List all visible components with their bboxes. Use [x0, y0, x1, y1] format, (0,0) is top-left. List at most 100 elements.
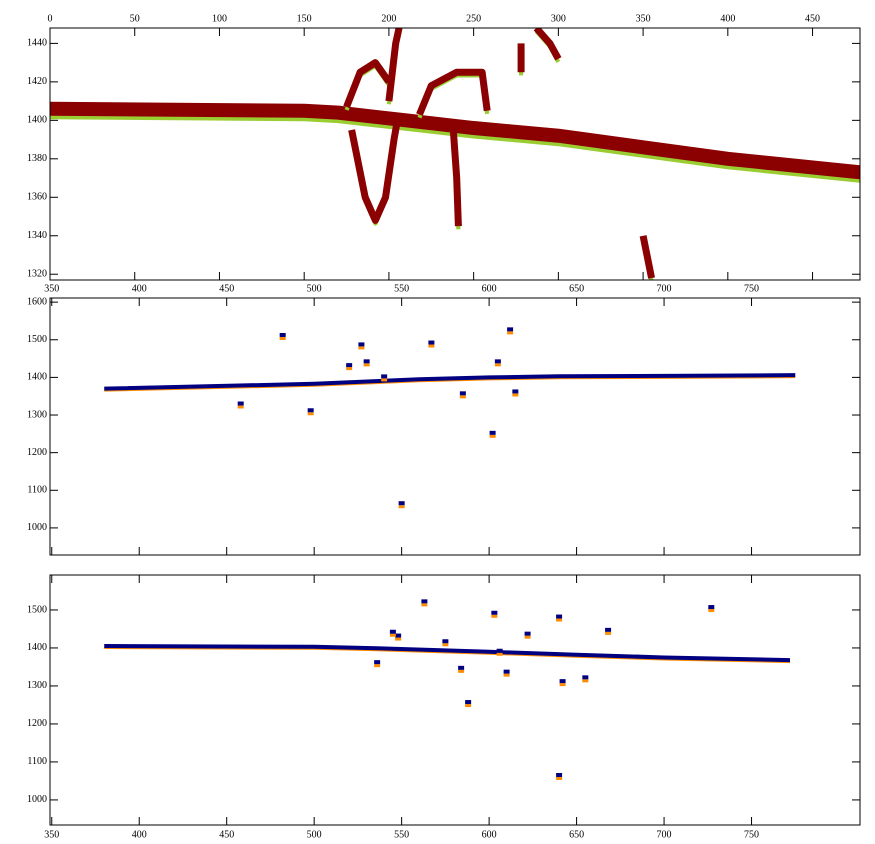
point [358, 342, 365, 347]
point-edge [381, 378, 388, 382]
point [442, 639, 449, 644]
plot-area [50, 28, 860, 280]
x-tick-label: 450 [805, 13, 820, 24]
x-tick-label: 650 [569, 283, 584, 294]
point-edge [559, 683, 566, 687]
point [363, 359, 370, 364]
y-tick-label: 1440 [27, 38, 47, 49]
point [524, 631, 531, 636]
y-tick-label: 1000 [27, 794, 47, 805]
point [512, 389, 519, 394]
point-edge [358, 346, 365, 350]
x-tick-label: 600 [482, 829, 497, 840]
y-tick-label: 1320 [27, 269, 47, 280]
y-tick-label: 1500 [27, 604, 47, 615]
point [389, 629, 396, 634]
y-tick-label: 1420 [27, 76, 47, 87]
point-edge [395, 637, 402, 641]
x-tick-label: 100 [212, 13, 227, 24]
x-tick-label: 500 [307, 283, 322, 294]
y-tick-label: 1500 [27, 334, 47, 345]
point [556, 614, 563, 619]
point [237, 401, 244, 406]
point-edge [582, 679, 589, 683]
x-tick-label: 750 [744, 283, 759, 294]
point [582, 675, 589, 680]
x-tick-label: 400 [132, 283, 147, 294]
y-tick-label: 1300 [27, 409, 47, 420]
point [421, 599, 428, 604]
x-tick-label: 450 [219, 283, 234, 294]
point-edge [237, 405, 244, 409]
point-edge [605, 631, 612, 635]
line [343, 59, 392, 109]
point [465, 700, 472, 705]
y-tick-label: 1360 [27, 192, 47, 203]
plot-area [104, 327, 796, 509]
point [307, 408, 314, 413]
point [279, 333, 286, 338]
x-tick-label: 450 [219, 829, 234, 840]
point-edge [458, 669, 465, 673]
y-tick-label: 1400 [27, 642, 47, 653]
point [605, 627, 612, 632]
y-tick-label: 1200 [27, 718, 47, 729]
point-edge [389, 633, 396, 637]
point [374, 660, 381, 665]
point-edge [428, 344, 435, 348]
panel: 350 400 450 500 550 600 650 700 750 1000 1100 1200 1… [27, 574, 861, 840]
y-tick-label: 1100 [27, 756, 47, 767]
x-tick-label: 600 [482, 283, 497, 294]
line [348, 119, 401, 224]
point [395, 633, 402, 638]
point [459, 391, 466, 396]
point-edge [398, 505, 405, 509]
x-tick-label: 550 [394, 283, 409, 294]
point [503, 669, 510, 674]
point-edge [279, 337, 286, 341]
x-tick-label: 700 [657, 283, 672, 294]
point-edge [496, 652, 503, 656]
x-tick-label: 300 [551, 13, 566, 24]
x-tick-label: 550 [394, 829, 409, 840]
point [428, 340, 435, 345]
point [559, 679, 566, 684]
frame [49, 27, 861, 281]
point-edge [503, 673, 510, 677]
x-tick-label: 500 [307, 829, 322, 840]
y-tick-label: 1600 [27, 296, 47, 307]
point [458, 665, 465, 670]
point-edge [524, 635, 531, 639]
point [507, 327, 514, 332]
x-tick-label: 700 [657, 829, 672, 840]
line [385, 28, 403, 102]
x-tick-label: 250 [466, 13, 481, 24]
frame [49, 297, 861, 556]
point [398, 501, 405, 506]
x-tick-label: 0 [48, 13, 53, 24]
point [556, 772, 563, 777]
x-tick-label: 350 [636, 13, 651, 24]
point-edge [346, 367, 353, 371]
x-tick-label: 400 [132, 829, 147, 840]
point [489, 430, 496, 435]
point-edge [465, 704, 472, 708]
point-edge [421, 603, 428, 607]
y-tick-label: 1380 [27, 153, 47, 164]
x-tick-label: 750 [744, 829, 759, 840]
frame [49, 574, 861, 826]
point-edge [459, 395, 466, 399]
point-edge [363, 363, 370, 367]
y-tick-label: 1000 [27, 522, 47, 533]
y-tick-label: 1400 [27, 372, 47, 383]
x-tick-label: 50 [130, 13, 140, 24]
y-tick-label: 1340 [27, 230, 47, 241]
point [491, 610, 498, 615]
point-edge [556, 618, 563, 622]
panel: 0 50 100 150 200 250 300 350 400 450 1320 1340 1360 1… [27, 13, 861, 281]
point [494, 359, 501, 364]
point [381, 374, 388, 379]
point-edge [507, 331, 514, 335]
y-tick-label: 1100 [27, 485, 47, 496]
